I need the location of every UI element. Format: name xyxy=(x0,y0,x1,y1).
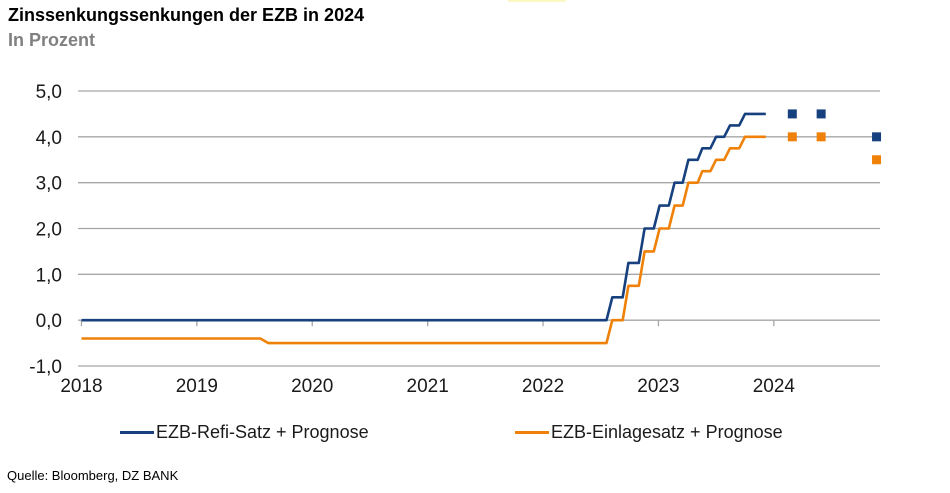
chart-legend: EZB-Refi-Satz + Prognose EZB-Einlagesatz… xyxy=(0,420,950,444)
chart-title: Zinssenkungssenkungen der EZB in 2024 xyxy=(8,5,365,25)
y-tick-label: -1,0 xyxy=(29,357,62,378)
y-tick-label: 1,0 xyxy=(36,265,62,286)
einlagesatz-forecast-markers xyxy=(787,132,882,165)
refi-rate-line xyxy=(81,112,766,322)
x-tick-label: 2022 xyxy=(522,376,564,397)
y-axis-labels: 5,0 4,0 3,0 2,0 1,0 0,0 -1,0 xyxy=(29,82,62,378)
refi-forecast-markers xyxy=(787,109,882,142)
x-tick-label: 2018 xyxy=(60,376,102,397)
y-tick-label: 5,0 xyxy=(36,82,62,103)
x-tick-label: 2020 xyxy=(291,376,333,397)
y-tick-label: 2,0 xyxy=(36,220,62,241)
x-tick-label: 2021 xyxy=(407,376,449,397)
y-tick-label: 0,0 xyxy=(36,311,62,332)
y-tick-label: 3,0 xyxy=(36,174,62,195)
forecast-marker xyxy=(872,132,882,142)
x-tick-label: 2019 xyxy=(176,376,218,397)
y-tick-label: 4,0 xyxy=(36,128,62,149)
legend-item-einlagesatz: EZB-Einlagesatz + Prognose xyxy=(515,420,783,444)
x-axis-labels: 2018 2019 2020 2021 2022 2023 2024 xyxy=(60,376,795,397)
forecast-marker xyxy=(787,132,797,142)
chart-subtitle: In Prozent xyxy=(8,30,96,50)
legend-item-refi: EZB-Refi-Satz + Prognose xyxy=(120,420,369,444)
gridlines xyxy=(78,90,880,367)
forecast-marker xyxy=(872,155,882,165)
forecast-marker xyxy=(787,109,797,119)
x-tick-label: 2023 xyxy=(637,376,679,397)
legend-label-refi: EZB-Refi-Satz + Prognose xyxy=(156,421,369,442)
einlagesatz-rate-line xyxy=(81,135,766,345)
refi-line-swatch xyxy=(120,430,154,434)
forecast-marker xyxy=(816,132,826,142)
x-tick-label: 2024 xyxy=(753,376,796,397)
forecast-marker xyxy=(816,109,826,119)
einlagesatz-line-swatch xyxy=(515,430,549,434)
legend-label-einlagesatz: EZB-Einlagesatz + Prognose xyxy=(551,421,783,442)
highlight-artifact xyxy=(508,0,566,2)
source-note: Quelle: Bloomberg, DZ BANK xyxy=(7,468,179,483)
